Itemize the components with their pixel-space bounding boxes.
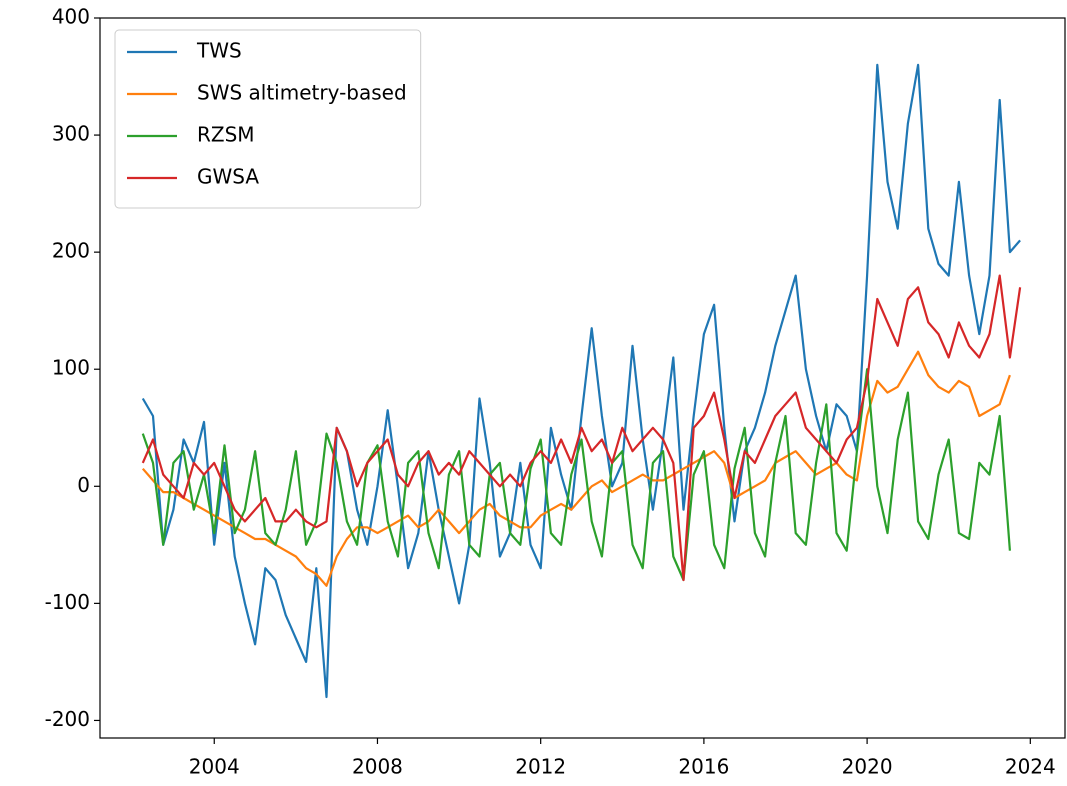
line-series: [141, 63, 1021, 699]
y-tick-label: 200: [52, 239, 90, 263]
x-tick-label: 2016: [678, 755, 729, 779]
line-series: [141, 368, 1011, 582]
x-tick-label: 2020: [842, 755, 893, 779]
y-tick-label: 300: [52, 122, 90, 146]
y-tick-label: -100: [45, 590, 90, 614]
legend-label: TWS: [196, 39, 242, 63]
y-tick-label: 400: [52, 5, 90, 29]
legend-box: [114, 29, 422, 209]
x-tick-label: 2004: [189, 755, 240, 779]
x-tick-label: 2008: [352, 755, 403, 779]
plot-frame: [99, 17, 1066, 739]
y-tick-label: -200: [45, 707, 90, 731]
y-tick-label: 100: [52, 356, 90, 380]
x-tick-label: 2024: [1005, 755, 1056, 779]
y-tick-label: 0: [77, 473, 90, 497]
legend: TWS SWS altimetry-based RZSM GWSA: [114, 29, 422, 209]
line-series: [141, 274, 1022, 582]
x-tick-label: 2012: [515, 755, 566, 779]
legend-label: RZSM: [197, 123, 255, 147]
legend-label: GWSA: [197, 165, 259, 189]
legend-label: SWS altimetry-based: [197, 81, 407, 105]
line-series: [141, 350, 1011, 587]
